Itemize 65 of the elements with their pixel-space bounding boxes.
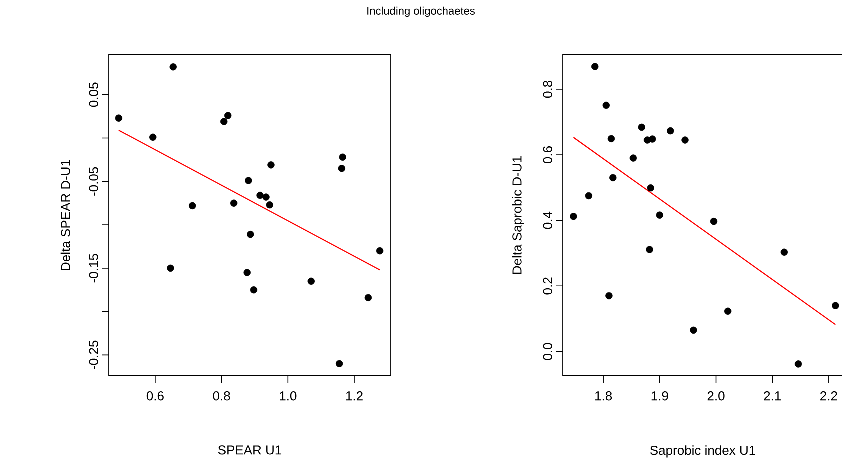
text: Including oligochaetes bbox=[368, 6, 475, 18]
point bbox=[602, 102, 610, 110]
point bbox=[189, 202, 196, 210]
x-tick-label: 1.9 bbox=[652, 392, 668, 401]
point bbox=[336, 360, 344, 368]
point bbox=[339, 154, 346, 161]
point bbox=[606, 292, 613, 300]
point bbox=[647, 184, 654, 192]
point bbox=[266, 201, 274, 209]
point bbox=[630, 154, 638, 162]
point bbox=[224, 112, 232, 120]
point bbox=[376, 247, 384, 255]
y-tick-label: -0.05 bbox=[89, 167, 98, 196]
point bbox=[244, 269, 251, 276]
point bbox=[608, 135, 616, 143]
x-tick-label: 2.1 bbox=[764, 392, 781, 401]
point bbox=[256, 192, 264, 200]
x-tick-label: 1.8 bbox=[596, 392, 612, 401]
y-axis-title: Delta SPEAR D-U1 bbox=[60, 160, 70, 270]
point bbox=[170, 64, 177, 71]
point bbox=[648, 136, 656, 143]
y-tick-label: 0.2 bbox=[543, 278, 552, 295]
y-tick-label: -0.15 bbox=[89, 254, 98, 283]
point bbox=[150, 134, 157, 142]
point bbox=[667, 127, 674, 135]
x-tick-label: 1.2 bbox=[346, 392, 363, 401]
y-tick-label: 0.8 bbox=[543, 80, 552, 98]
point bbox=[682, 136, 689, 144]
point bbox=[364, 294, 372, 302]
point bbox=[247, 230, 254, 238]
y-tick-label: 0.0 bbox=[543, 343, 552, 360]
point bbox=[724, 308, 732, 316]
point bbox=[338, 165, 346, 172]
x-axis-title: Saprobic index U1 bbox=[650, 446, 756, 458]
point bbox=[710, 218, 718, 226]
point bbox=[250, 286, 258, 294]
point bbox=[656, 212, 664, 219]
point bbox=[262, 194, 270, 201]
y-axis-title: Delta Saprobic D-U1 bbox=[512, 156, 524, 274]
point bbox=[585, 192, 593, 200]
point bbox=[220, 118, 228, 126]
y-tick-label: 0.6 bbox=[543, 146, 552, 164]
point bbox=[780, 248, 788, 256]
x-tick-label: 0.6 bbox=[146, 392, 164, 401]
point bbox=[167, 264, 174, 272]
point bbox=[570, 213, 578, 220]
point bbox=[308, 278, 315, 286]
x-tick-label: 0.8 bbox=[213, 392, 230, 401]
x-tick-label: 1.0 bbox=[280, 392, 297, 401]
point bbox=[610, 174, 617, 182]
y-tick-label: 0.05 bbox=[89, 82, 98, 108]
point bbox=[268, 162, 275, 169]
point bbox=[690, 326, 698, 334]
x-tick-label: 2.2 bbox=[820, 392, 838, 401]
point bbox=[245, 177, 252, 184]
point bbox=[794, 360, 802, 368]
y-tick-label: 0.4 bbox=[543, 212, 552, 230]
y-tick-label: -0.25 bbox=[89, 340, 98, 370]
point bbox=[115, 114, 123, 122]
point bbox=[638, 124, 646, 132]
point bbox=[592, 63, 599, 70]
x-axis-title: SPEAR U1 bbox=[218, 446, 282, 455]
point bbox=[646, 246, 654, 254]
point bbox=[230, 200, 238, 207]
x-tick-label: 2.0 bbox=[708, 392, 725, 401]
